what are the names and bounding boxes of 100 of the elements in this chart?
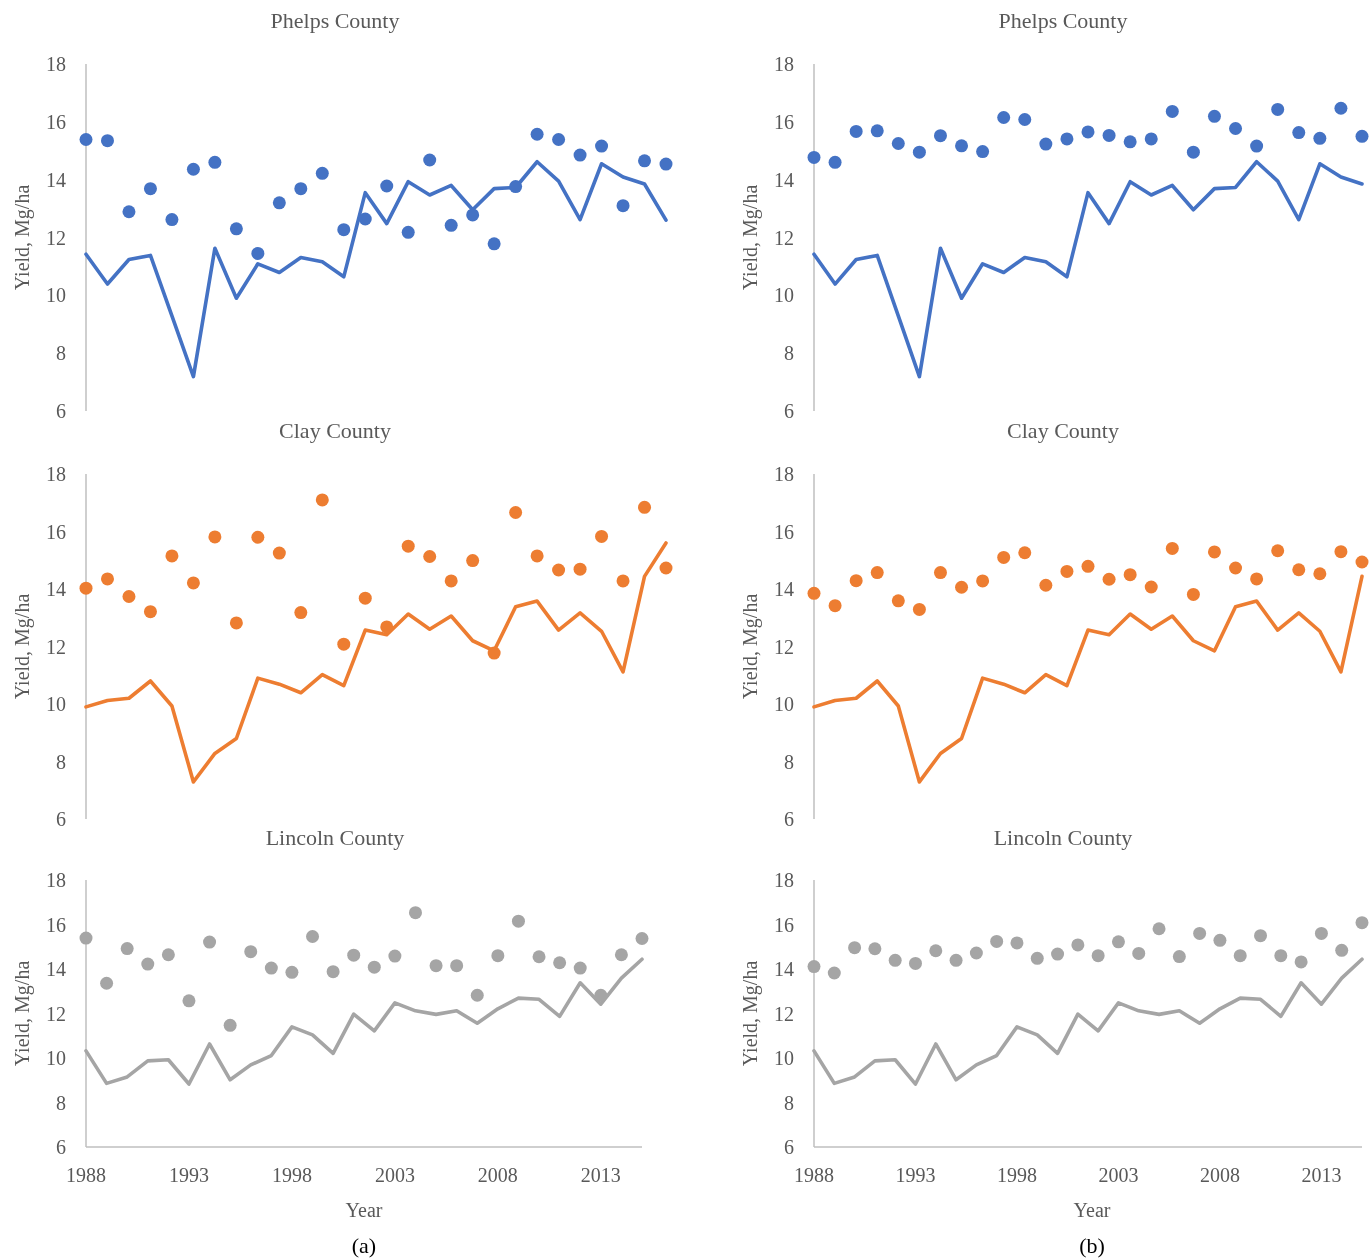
chart-title: Lincoln County: [265, 825, 405, 850]
y-tick-label: 14: [774, 958, 794, 980]
point: [870, 124, 884, 138]
point: [849, 124, 863, 138]
point: [933, 566, 947, 580]
point: [955, 580, 969, 594]
point: [161, 948, 175, 962]
point: [229, 222, 243, 236]
point: [306, 930, 320, 944]
point: [326, 965, 340, 979]
x-tick-label: 1993: [895, 1164, 936, 1186]
y-tick-label: 8: [56, 342, 66, 365]
point: [1271, 102, 1285, 116]
y-tick-label: 18: [46, 53, 66, 75]
point: [635, 932, 649, 946]
point: [100, 134, 114, 148]
point: [165, 549, 179, 563]
point: [1229, 561, 1243, 575]
text: (b): [1079, 1233, 1105, 1258]
point: [401, 225, 415, 239]
point: [595, 139, 609, 153]
point: [223, 1018, 237, 1032]
y-tick-label: 6: [56, 808, 66, 830]
x-tick-label: 1988: [66, 1164, 106, 1186]
y-tick-label: 16: [46, 913, 66, 936]
point: [337, 637, 351, 651]
point: [347, 948, 361, 962]
y-tick-label: 12: [774, 1002, 794, 1025]
y-tick-label: 18: [774, 463, 794, 485]
point: [487, 646, 501, 660]
x-tick-label: 2003: [1098, 1164, 1139, 1186]
point: [552, 563, 566, 577]
point: [638, 154, 652, 168]
point: [429, 959, 443, 973]
point: [1165, 541, 1179, 555]
point: [1335, 943, 1349, 957]
y-tick-label: 6: [56, 400, 66, 422]
x-tick-label: 1998: [271, 1164, 312, 1186]
point: [1229, 121, 1243, 135]
point: [1334, 545, 1348, 559]
point: [1207, 109, 1221, 123]
point: [828, 155, 842, 169]
point: [1018, 113, 1032, 127]
point: [908, 956, 922, 970]
chart-title: Phelps County: [998, 8, 1128, 33]
point: [1292, 126, 1306, 140]
y-tick-label: 14: [774, 168, 794, 191]
point: [315, 166, 329, 180]
point: [466, 208, 480, 222]
x-tick-label: 1988: [794, 1164, 834, 1186]
point: [912, 145, 926, 159]
text: (a): [351, 1233, 377, 1258]
point: [616, 574, 630, 588]
point: [466, 554, 480, 568]
y-tick-label: 12: [46, 635, 66, 658]
point: [891, 594, 905, 608]
point: [616, 199, 630, 213]
point: [997, 550, 1011, 564]
point: [849, 574, 863, 588]
point: [79, 931, 93, 945]
point: [79, 132, 93, 146]
point: [1091, 949, 1105, 963]
point: [272, 196, 286, 210]
point: [1018, 546, 1032, 560]
point: [1071, 938, 1085, 952]
point: [1314, 926, 1328, 940]
x-tick-label: 2013: [1301, 1164, 1342, 1186]
point: [1111, 935, 1125, 949]
point: [573, 148, 587, 162]
y-tick-label: 6: [784, 400, 794, 422]
y-axis-title: Yield, Mg/ha: [739, 184, 762, 291]
y-tick-label: 14: [46, 578, 66, 600]
y-tick-label: 10: [774, 284, 794, 307]
y-tick-label: 8: [784, 1091, 794, 1114]
point: [659, 561, 673, 575]
line-series: [812, 159, 1364, 379]
y-tick-label: 10: [774, 693, 794, 715]
point: [614, 948, 628, 962]
line-series: [812, 574, 1364, 784]
point: [143, 182, 157, 196]
point: [491, 949, 505, 963]
point: [122, 205, 136, 219]
point: [595, 529, 609, 543]
y-tick-label: 12: [46, 1002, 66, 1025]
point: [955, 139, 969, 153]
point: [1152, 922, 1166, 936]
chart-title: Phelps County: [270, 8, 400, 33]
point: [408, 906, 422, 920]
point: [444, 574, 458, 588]
point: [100, 976, 114, 990]
point: [264, 961, 278, 975]
y-axis-title: Yield, Mg/ha: [739, 593, 762, 700]
y-axis-title: Yield, Mg/ha: [11, 960, 34, 1067]
point: [1313, 131, 1327, 145]
point: [976, 574, 990, 588]
point: [1271, 544, 1285, 558]
point: [1060, 132, 1074, 146]
point: [827, 966, 841, 980]
y-tick-label: 10: [46, 693, 66, 715]
point: [79, 581, 93, 595]
